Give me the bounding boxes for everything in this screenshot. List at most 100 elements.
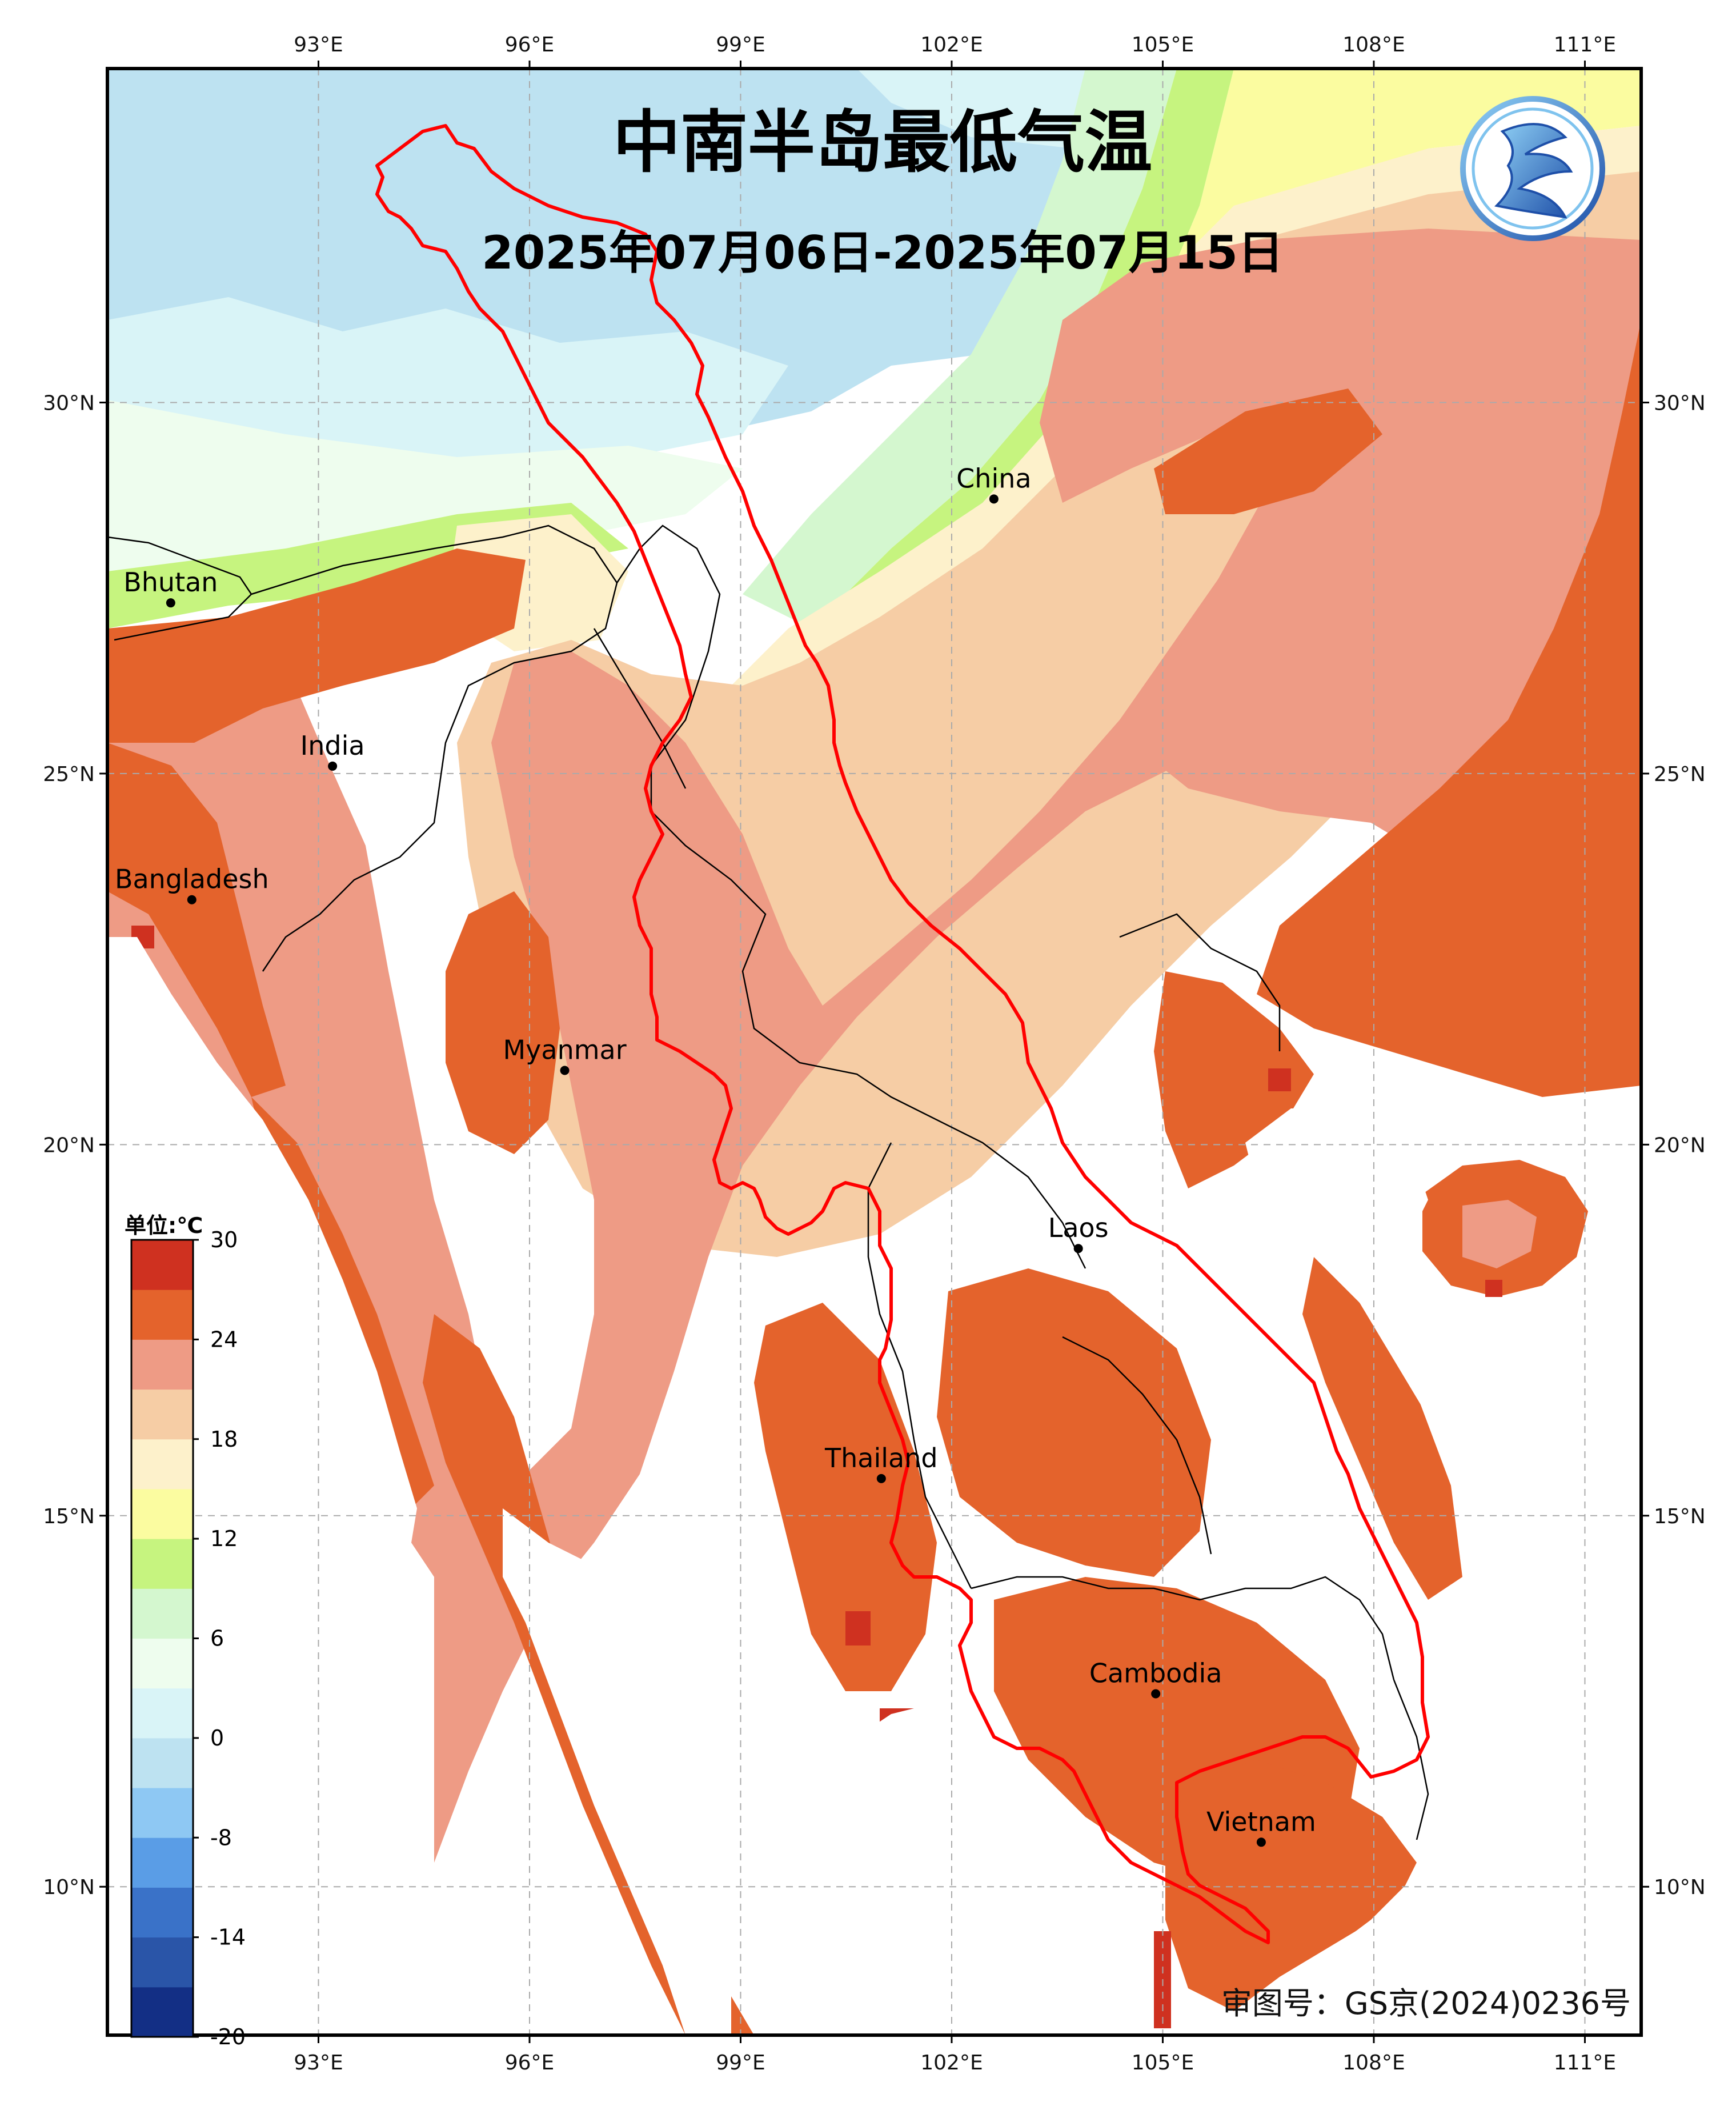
lon-label-bottom: 99°E	[716, 2051, 765, 2075]
country-marker	[1151, 1689, 1161, 1699]
country-borders	[107, 525, 1429, 1840]
colorbar-swatch	[131, 1488, 193, 1539]
colorbar-tick-label: 24	[210, 1327, 238, 1352]
zone-orange-china	[1257, 320, 1641, 1097]
colorbar-tick-label: 6	[210, 1626, 224, 1651]
country-marker	[989, 494, 999, 504]
sea-south-china-sea	[1245, 1108, 1641, 2035]
lon-label-bottom: 108°E	[1342, 2051, 1405, 2075]
sea-gulf-of-thailand	[811, 1703, 1142, 2035]
colorbar-swatch	[131, 1588, 193, 1639]
date-range: 2025年07月06日-2025年07月15日	[482, 226, 1284, 279]
zone-orange-china-north	[1154, 389, 1382, 514]
colorbar-labels: 30 24 18 12 6 0 -8 -14 -20	[193, 1227, 246, 2049]
colorbar-swatch	[131, 1240, 193, 1290]
colorbar-swatch	[131, 1539, 193, 1589]
colorbar: 单位:℃ 30 24 18 12 6 0 -8 -14 -20	[125, 1213, 246, 2049]
zone-orange-vietnam-south	[1165, 1760, 1417, 2011]
country-label: Cambodia	[1089, 1658, 1222, 1689]
temperature-field	[107, 69, 1641, 2035]
country-label: China	[956, 463, 1031, 494]
sea-andaman	[503, 1508, 731, 2035]
lat-label-right: 15°N	[1654, 1505, 1706, 1528]
country-label: Myanmar	[503, 1034, 626, 1065]
colorbar-swatch	[131, 1290, 193, 1340]
colorbar-swatch	[131, 1339, 193, 1390]
lat-label-right: 25°N	[1654, 763, 1706, 786]
zone-orange-myanmar-center	[446, 891, 560, 1154]
colorbar-tick-label: -8	[210, 1825, 232, 1850]
zone-hot-4	[1485, 1280, 1502, 1297]
colorbar-swatch	[131, 1887, 193, 1938]
zone-orange-india	[107, 548, 526, 743]
zone-orange-isan	[937, 1268, 1211, 1577]
zone-hot-1	[845, 1611, 871, 1645]
lat-label-right: 20°N	[1654, 1134, 1706, 1157]
colorbar-swatch	[131, 1788, 193, 1838]
country-label: Bhutan	[123, 567, 218, 598]
lon-label-top: 99°E	[716, 33, 765, 57]
country-label: Laos	[1048, 1212, 1109, 1243]
sea-gulf-tonkin	[1314, 1063, 1462, 1154]
zone-orange-vietnam-coast	[1302, 1257, 1462, 1600]
colorbar-swatch	[131, 1638, 193, 1689]
colorbar-tick-label: 18	[210, 1427, 238, 1452]
country-label: Vietnam	[1206, 1806, 1316, 1837]
zone-green	[743, 69, 1177, 628]
lon-label-bottom: 96°E	[505, 2051, 555, 2075]
country-marker	[166, 598, 175, 608]
colorbar-swatch	[131, 1737, 193, 1788]
zone-orange-thailand	[754, 1303, 937, 1691]
map-title: 中南半岛最低气温	[613, 103, 1152, 182]
mekong-basin-outline	[375, 124, 1430, 1944]
country-label: Thailand	[824, 1443, 938, 1474]
lat-label-left: 30°N	[43, 391, 95, 415]
country-marker	[187, 895, 197, 904]
country-label: Bangladesh	[115, 864, 269, 895]
lon-label-bottom: 111°E	[1554, 2051, 1616, 2075]
weather-service-logo-icon	[1460, 96, 1605, 241]
zone-salmon	[107, 240, 1641, 2035]
approval-number: 审图号：GS京(2024)0236号	[1221, 1985, 1631, 2021]
colorbar-tick-label: -14	[210, 1925, 246, 1950]
lat-label-left: 10°N	[43, 1876, 95, 1899]
map-frame	[106, 67, 1643, 2037]
lon-label-bottom: 93°E	[294, 2051, 343, 2075]
colorbar-tick-label: 12	[210, 1526, 238, 1551]
zone-hainan-center	[1462, 1200, 1537, 1268]
colorbar-swatch	[131, 1937, 193, 1988]
zone-hot-8	[1268, 1068, 1291, 1091]
colorbar-swatch	[131, 1837, 193, 1888]
lat-label-left: 20°N	[43, 1134, 95, 1157]
zone-orange-bangladesh	[107, 743, 286, 1097]
colorbar-unit-label: 单位:℃	[125, 1213, 203, 1238]
colorbar-swatch	[131, 1439, 193, 1490]
lon-label-top: 108°E	[1342, 33, 1405, 57]
lon-label-bottom: 105°E	[1132, 2051, 1194, 2075]
gridlines	[107, 69, 1641, 2035]
country-label: India	[300, 730, 365, 761]
colorbar-tick-label: 0	[210, 1725, 224, 1751]
lat-label-left: 25°N	[43, 763, 95, 786]
lat-label-left: 15°N	[43, 1505, 95, 1528]
zone-cool-2	[857, 69, 1085, 149]
lon-label-top: 111°E	[1554, 33, 1616, 57]
country-marker	[328, 761, 338, 771]
country-marker	[560, 1066, 570, 1075]
lon-label-top: 93°E	[294, 33, 343, 57]
country-marker	[1073, 1244, 1083, 1254]
country-marker	[876, 1474, 886, 1483]
lon-label-top: 96°E	[505, 33, 555, 57]
colorbar-swatch	[131, 1987, 193, 2037]
lon-label-top: 105°E	[1132, 33, 1194, 57]
country-labels: Bhutan India Bangladesh China Myanmar Laos Tha…	[115, 463, 1316, 1847]
colorbar-swatches	[130, 1239, 194, 2038]
colorbar-tick-label: 30	[210, 1227, 238, 1252]
lat-label-right: 10°N	[1654, 1876, 1706, 1899]
colorbar-swatch	[131, 1389, 193, 1440]
colorbar-swatch	[131, 1688, 193, 1739]
colorbar-tick-label: -20	[210, 2024, 246, 2049]
lon-label-top: 102°E	[920, 33, 983, 57]
lat-label-right: 30°N	[1654, 391, 1706, 415]
